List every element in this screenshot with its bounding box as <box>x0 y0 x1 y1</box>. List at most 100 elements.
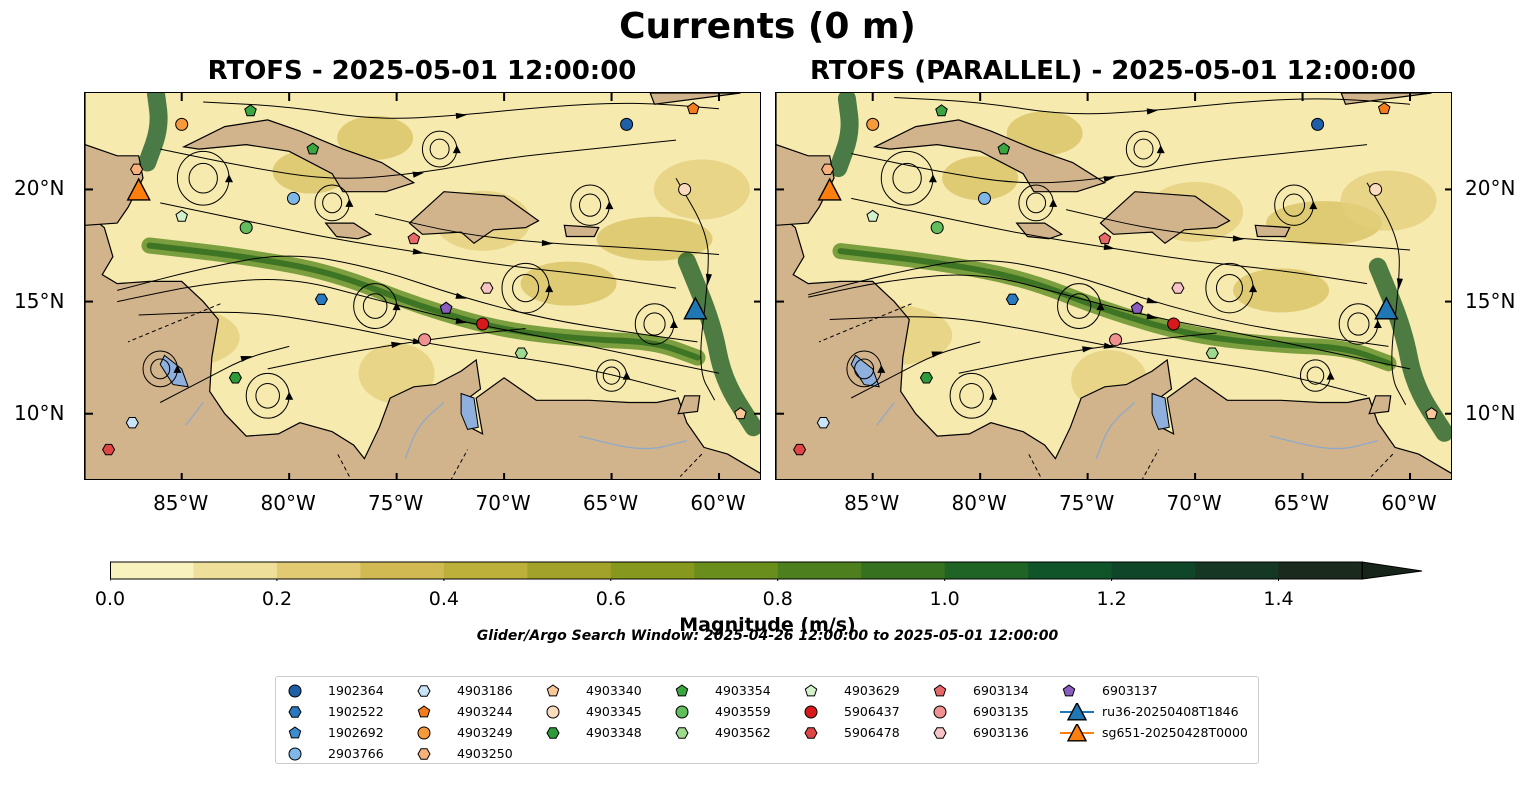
streamline-arrow <box>1146 313 1158 320</box>
colorbar-swatch <box>193 562 278 579</box>
strong-current-band <box>829 93 859 178</box>
float-marker-5906478 <box>793 443 807 456</box>
legend-symbol <box>933 705 947 719</box>
colorbar-swatch <box>1278 562 1363 579</box>
land-mass <box>677 395 701 415</box>
legend-label: 4903186 <box>457 683 513 698</box>
eddy-streamline <box>1347 312 1370 336</box>
eddy-streamline <box>1026 192 1047 214</box>
streamline-arrow <box>931 351 943 358</box>
streamline <box>374 213 720 255</box>
legend-label: 4903629 <box>844 683 900 698</box>
float-marker-4903249 <box>866 117 880 131</box>
streamline-arrow <box>1232 235 1245 242</box>
legend-label: 1902364 <box>328 683 384 698</box>
streamline-arrow <box>345 198 354 207</box>
streamline <box>829 316 1368 397</box>
lat-label-right: 15°N <box>1465 288 1516 313</box>
streamline-arrow <box>1082 346 1094 353</box>
legend-symbol <box>417 705 431 718</box>
legend-marker <box>288 747 302 761</box>
eddy-streamline <box>362 293 388 319</box>
streamline <box>203 101 720 119</box>
legend-marker <box>1062 684 1076 697</box>
streamline <box>138 311 677 392</box>
float-marker-6903135 <box>418 333 432 347</box>
land-mass <box>1254 224 1291 238</box>
streamline-arrow <box>455 292 467 299</box>
legend-symbol <box>417 685 431 697</box>
streamline-arrow <box>412 171 424 178</box>
lake <box>460 392 479 430</box>
eddy-streamline <box>255 382 280 409</box>
panel-title-rtofs-parallel: RTOFS (PARALLEL) - 2025-05-01 12:00:00 <box>810 56 1416 86</box>
streamline-arrow <box>1049 198 1058 207</box>
legend-symbol <box>804 705 818 719</box>
lon-label: 65°W <box>1273 491 1330 515</box>
legend-label: 2903766 <box>328 746 384 761</box>
streamline-arrow <box>1103 243 1116 250</box>
colorbar-extend-arrow <box>1361 561 1423 580</box>
colorbar-swatch <box>944 562 1029 579</box>
lake <box>159 354 189 388</box>
legend-symbol <box>546 684 560 697</box>
float-marker-5906478 <box>102 443 116 456</box>
river <box>1270 435 1378 450</box>
streamline-arrow <box>1396 278 1403 290</box>
lat-label-right: 20°N <box>1465 176 1516 201</box>
glider-marker-ru36-20250408T1846 <box>683 296 708 320</box>
float-marker-6903137 <box>439 301 453 314</box>
float-marker-6903135 <box>1109 333 1123 347</box>
eddy-streamline <box>322 192 343 214</box>
legend-label: 4903354 <box>715 683 771 698</box>
streamline-arrow <box>541 239 554 247</box>
legend-label: 6903136 <box>973 725 1029 740</box>
legend-marker <box>933 684 947 697</box>
legend-label: 6903134 <box>973 683 1029 698</box>
strong-current-band <box>677 252 760 437</box>
lon-label: 85°W <box>844 491 900 515</box>
eddy-streamline <box>1215 274 1243 303</box>
float-marker-4903244 <box>686 102 700 115</box>
eddy-streamline <box>1282 193 1306 217</box>
colorbar-swatch <box>360 562 445 579</box>
colorbar-swatches <box>109 561 1423 581</box>
float-marker-6903136 <box>480 282 494 294</box>
legend-marker <box>1060 703 1094 721</box>
legend-symbol <box>546 727 560 739</box>
float-marker-6903134 <box>1098 232 1112 245</box>
legend-label: 4903559 <box>715 704 771 719</box>
legend-marker <box>933 727 947 739</box>
streamline-arrow <box>412 248 425 255</box>
float-marker-4903354b <box>997 142 1011 155</box>
streamline <box>117 279 720 374</box>
float-marker-4903345 <box>678 182 692 196</box>
eddy-streamline <box>602 366 621 385</box>
eddy-streamline <box>150 358 171 380</box>
streamline-arrow <box>989 391 998 400</box>
streamline-arrow <box>545 284 554 293</box>
map-panel-rtofs <box>84 92 761 480</box>
strong-current-band <box>837 248 1392 367</box>
river <box>185 402 204 426</box>
colorbar-tick-label: 1.2 <box>1096 588 1127 610</box>
float-marker-4903354 <box>935 104 948 117</box>
speed-patch <box>520 261 617 306</box>
country-border <box>1141 449 1160 479</box>
streamline-arrow <box>455 112 468 119</box>
lon-label: 85°W <box>153 491 209 515</box>
float-marker-4903562 <box>1205 347 1219 359</box>
legend-marker <box>546 684 560 697</box>
legend-symbol <box>933 727 947 739</box>
float-marker-4903629 <box>175 209 188 222</box>
figure-title: Currents (0 m) <box>619 6 916 47</box>
eddy-streamline <box>1306 366 1325 385</box>
streamline-arrow <box>452 145 461 154</box>
eddy-streamline <box>1066 293 1092 319</box>
land-mass <box>85 93 760 479</box>
land-mass <box>408 191 540 245</box>
float-marker-1902522 <box>1005 293 1019 305</box>
legend-marker <box>417 685 431 697</box>
legend-symbol <box>675 684 689 697</box>
streamline <box>160 202 677 289</box>
